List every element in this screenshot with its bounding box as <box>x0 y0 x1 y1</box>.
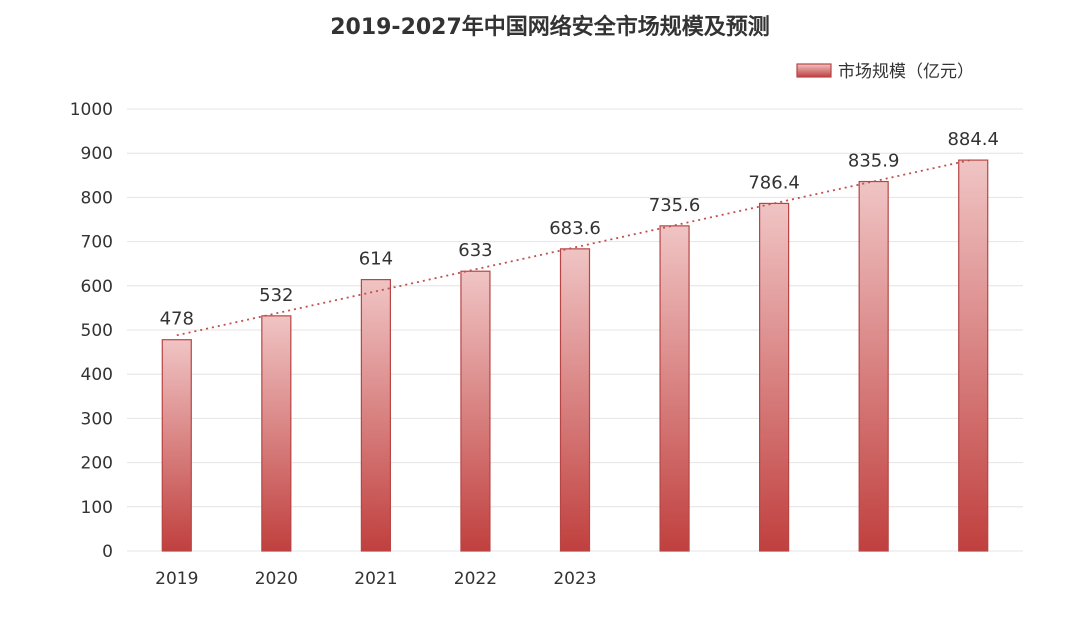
x-tick-label: 2022 <box>454 569 497 589</box>
legend-label: 市场规模（亿元） <box>838 62 974 82</box>
y-tick-label: 300 <box>81 409 113 429</box>
y-tick-label: 800 <box>81 188 113 208</box>
bar-2021 <box>360 279 391 552</box>
y-tick-label: 1000 <box>70 100 113 120</box>
bar-2020 <box>261 315 292 552</box>
data-label-2025: 786.4 <box>748 172 800 193</box>
y-tick-label: 0 <box>102 542 113 562</box>
y-tick-label: 600 <box>81 277 113 297</box>
y-axis-ticks: 0 100 200 300 400 500 600 700 800 900 1000 <box>70 100 113 562</box>
legend: 市场规模（亿元） <box>796 62 974 82</box>
y-tick-label: 700 <box>81 233 113 253</box>
y-tick-label: 100 <box>81 498 113 518</box>
x-tick-label: 2019 <box>155 569 198 589</box>
chart-title: 2019-2027年中国网络安全市场规模及预测 <box>330 14 770 40</box>
data-labels: 478 532 614 633 683.6 735.6 786.4 835.9 884.4 <box>160 129 999 330</box>
y-tick-label: 500 <box>81 321 113 341</box>
y-tick-label: 200 <box>81 454 113 474</box>
data-label-2024: 735.6 <box>649 195 701 216</box>
x-axis-ticks: 2019 2020 2021 2022 2023 <box>155 569 596 589</box>
bar-2027 <box>958 159 989 552</box>
legend-swatch <box>796 63 832 78</box>
bar-2025 <box>759 202 790 552</box>
data-label-2019: 478 <box>160 309 194 330</box>
trendline <box>176 158 974 337</box>
data-label-2027: 884.4 <box>947 129 999 150</box>
x-tick-label: 2023 <box>553 569 596 589</box>
data-label-2022: 633 <box>458 240 492 261</box>
trendline-layer <box>176 158 974 337</box>
x-tick-label: 2020 <box>255 569 298 589</box>
data-label-2020: 532 <box>259 285 293 306</box>
data-label-2026: 835.9 <box>848 151 900 172</box>
bar-2023 <box>559 248 591 552</box>
bar-2022 <box>460 270 491 552</box>
bars <box>161 159 989 552</box>
y-tick-label: 900 <box>81 144 113 164</box>
bar-2026 <box>858 180 889 552</box>
bar-2019 <box>161 339 192 552</box>
bar-2024 <box>659 225 690 552</box>
y-tick-label: 400 <box>81 365 113 385</box>
data-label-2023: 683.6 <box>549 218 601 239</box>
data-label-2021: 614 <box>359 249 393 270</box>
x-tick-label: 2021 <box>354 569 397 589</box>
